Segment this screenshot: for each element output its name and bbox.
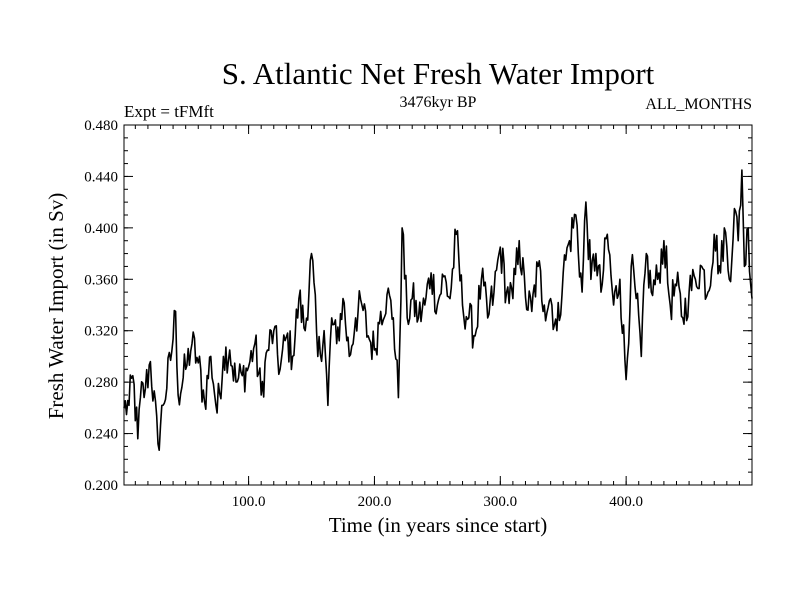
- y-tick-label: 0.320: [84, 324, 118, 340]
- y-axis-label: Fresh Water Import (in Sv): [44, 193, 68, 420]
- months-label: ALL_MONTHS: [645, 96, 752, 113]
- y-tick-label: 0.400: [84, 221, 118, 237]
- x-tick-label: 400.0: [609, 494, 643, 510]
- x-tick-label: 200.0: [358, 494, 392, 510]
- y-tick-label: 0.360: [84, 272, 118, 288]
- y-tick-label: 0.440: [84, 169, 118, 185]
- x-tick-label: 100.0: [232, 494, 266, 510]
- experiment-label: Expt = tFMft: [124, 102, 214, 121]
- chart-title: S. Atlantic Net Fresh Water Import: [222, 56, 655, 91]
- x-tick-label: 300.0: [483, 494, 517, 510]
- chart-subtitle: 3476kyr BP: [400, 94, 477, 111]
- y-tick-label: 0.280: [84, 375, 118, 391]
- y-tick-label: 0.240: [84, 427, 118, 443]
- series-line: [123, 169, 753, 451]
- axis-ticks: [124, 124, 752, 486]
- axis-tick-labels: 0.200 0.240 0.280 0.320 0.360 0.400 0.440 0.480…: [84, 118, 643, 510]
- y-tick-label: 0.480: [84, 118, 118, 134]
- y-tick-label: 0.200: [84, 478, 118, 494]
- x-axis-label: Time (in years since start): [329, 513, 548, 537]
